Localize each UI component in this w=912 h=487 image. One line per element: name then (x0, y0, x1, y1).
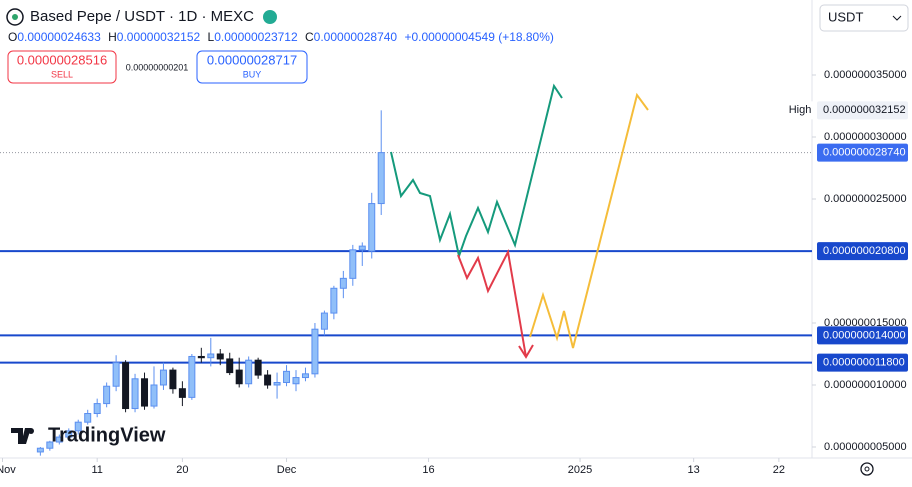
ohlc-o-value: 0.00000024633 (17, 30, 101, 44)
buy-label: BUY (243, 69, 262, 79)
level-label: 0.000000011800 (823, 357, 905, 369)
x-tick-label: 22 (773, 464, 785, 476)
ohlc-line: O0.00000024633 H0.00000032152 L0.0000002… (8, 30, 554, 44)
y-tick-label: 0.000000015000 (824, 317, 907, 329)
candle-body (84, 413, 92, 423)
candle-body (301, 373, 309, 379)
candle-body (46, 441, 54, 449)
x-tick-label: 2025 (568, 464, 592, 476)
x-tick-label: 11 (91, 464, 102, 476)
candle-body (103, 385, 111, 405)
sell-price: 0.00000028516 (17, 52, 107, 67)
candle-body (320, 312, 328, 330)
x-tick-label: 13 (688, 464, 700, 476)
plot (0, 110, 812, 456)
candle-body (150, 384, 158, 407)
currency-select[interactable] (819, 4, 909, 32)
candle-body (358, 245, 366, 251)
buy-price: 0.00000028717 (207, 52, 297, 67)
candle-body (74, 421, 82, 432)
x-tick-label: 20 (176, 464, 188, 476)
red-arrowhead (518, 344, 534, 359)
axis-labels: 0.000000035000 0.000000030000 0.0000000250… (0, 69, 908, 476)
candle-body (65, 430, 73, 438)
candle-body (377, 152, 385, 205)
level-label: 0.000000014000 (823, 329, 906, 341)
level-label-box (817, 326, 908, 345)
candle-body (197, 355, 205, 359)
ohlc-c: C (305, 30, 314, 44)
red-path-drawing (457, 248, 527, 358)
candle-body (122, 362, 130, 410)
last-price-label: 0.000000028740 (823, 147, 906, 159)
tradingview-logo-text: TradingView (48, 424, 166, 446)
tradingview-logo-mark (11, 428, 31, 444)
high-name-box (784, 101, 816, 120)
x-tick-label: Dec (277, 464, 297, 476)
tradingview-logo-dot (28, 428, 34, 434)
ohlc-h: H (108, 30, 117, 44)
candle-body (339, 277, 347, 289)
candle-body (245, 359, 253, 385)
level-label-box (817, 353, 908, 372)
candle-body (36, 447, 44, 453)
high-name: High (789, 104, 812, 116)
candle-body (254, 359, 262, 376)
settings-icon[interactable] (860, 462, 874, 476)
candle-body (159, 369, 167, 386)
candle-body (93, 403, 101, 415)
candle-body (273, 382, 281, 386)
ohlc-c-value: 0.00000028740 (314, 30, 398, 44)
ohlc-l-value: 0.00000023712 (214, 30, 298, 44)
candle-body (178, 388, 186, 398)
yellow-path-drawing (529, 92, 649, 349)
ohlc-l: L (208, 30, 215, 44)
candle-body (311, 328, 319, 375)
ohlc-o: O (8, 30, 17, 44)
currency-chevron (892, 15, 902, 21)
level-label: 0.000000020800 (823, 245, 906, 257)
candle-body (330, 287, 338, 314)
candle-body (188, 355, 196, 398)
y-tick-label: 0.000000005000 (824, 441, 907, 453)
candle-body (292, 377, 300, 385)
candle-body (112, 362, 120, 387)
candle-body (131, 378, 139, 410)
symbol-title: Based Pepe / USDT · 1D · MEXC (30, 8, 254, 25)
candle-body (368, 203, 376, 252)
x-tick-label: 16 (422, 464, 434, 476)
candle-body (141, 378, 149, 407)
high-price-box (817, 101, 908, 120)
candle-body (55, 436, 63, 443)
ohlc-h-value: 0.00000032152 (117, 30, 201, 44)
candle-body (283, 370, 291, 384)
sell-button[interactable] (7, 50, 117, 84)
y-tick-label: 0.000000025000 (824, 193, 907, 205)
candle-body (264, 374, 272, 386)
currency-label: USDT (828, 9, 863, 24)
buy-button[interactable] (196, 50, 308, 84)
settings-icon-center (864, 466, 870, 472)
candle-body (207, 353, 215, 359)
x-tick-label: Nov (0, 464, 16, 476)
ohlc-change: +0.00000004549 (+18.80%) (404, 30, 553, 44)
high-price-label: 0.000000032152 (823, 104, 906, 116)
y-tick-label: 0.000000030000 (824, 131, 907, 143)
last-price-box (817, 143, 908, 162)
spread: 0.00000000201 (126, 62, 189, 72)
candle-body (216, 353, 224, 360)
market-open-icon (263, 10, 277, 24)
candle-body (349, 249, 357, 279)
y-tick-label: 0.000000035000 (824, 69, 907, 81)
candle-body (169, 369, 177, 390)
candle-body (226, 358, 234, 374)
candle-body (235, 369, 243, 385)
symbol-logo-dot (12, 14, 18, 20)
level-label-box (817, 242, 908, 261)
sell-label: SELL (51, 69, 73, 79)
y-tick-label: 0.000000010000 (824, 379, 907, 391)
